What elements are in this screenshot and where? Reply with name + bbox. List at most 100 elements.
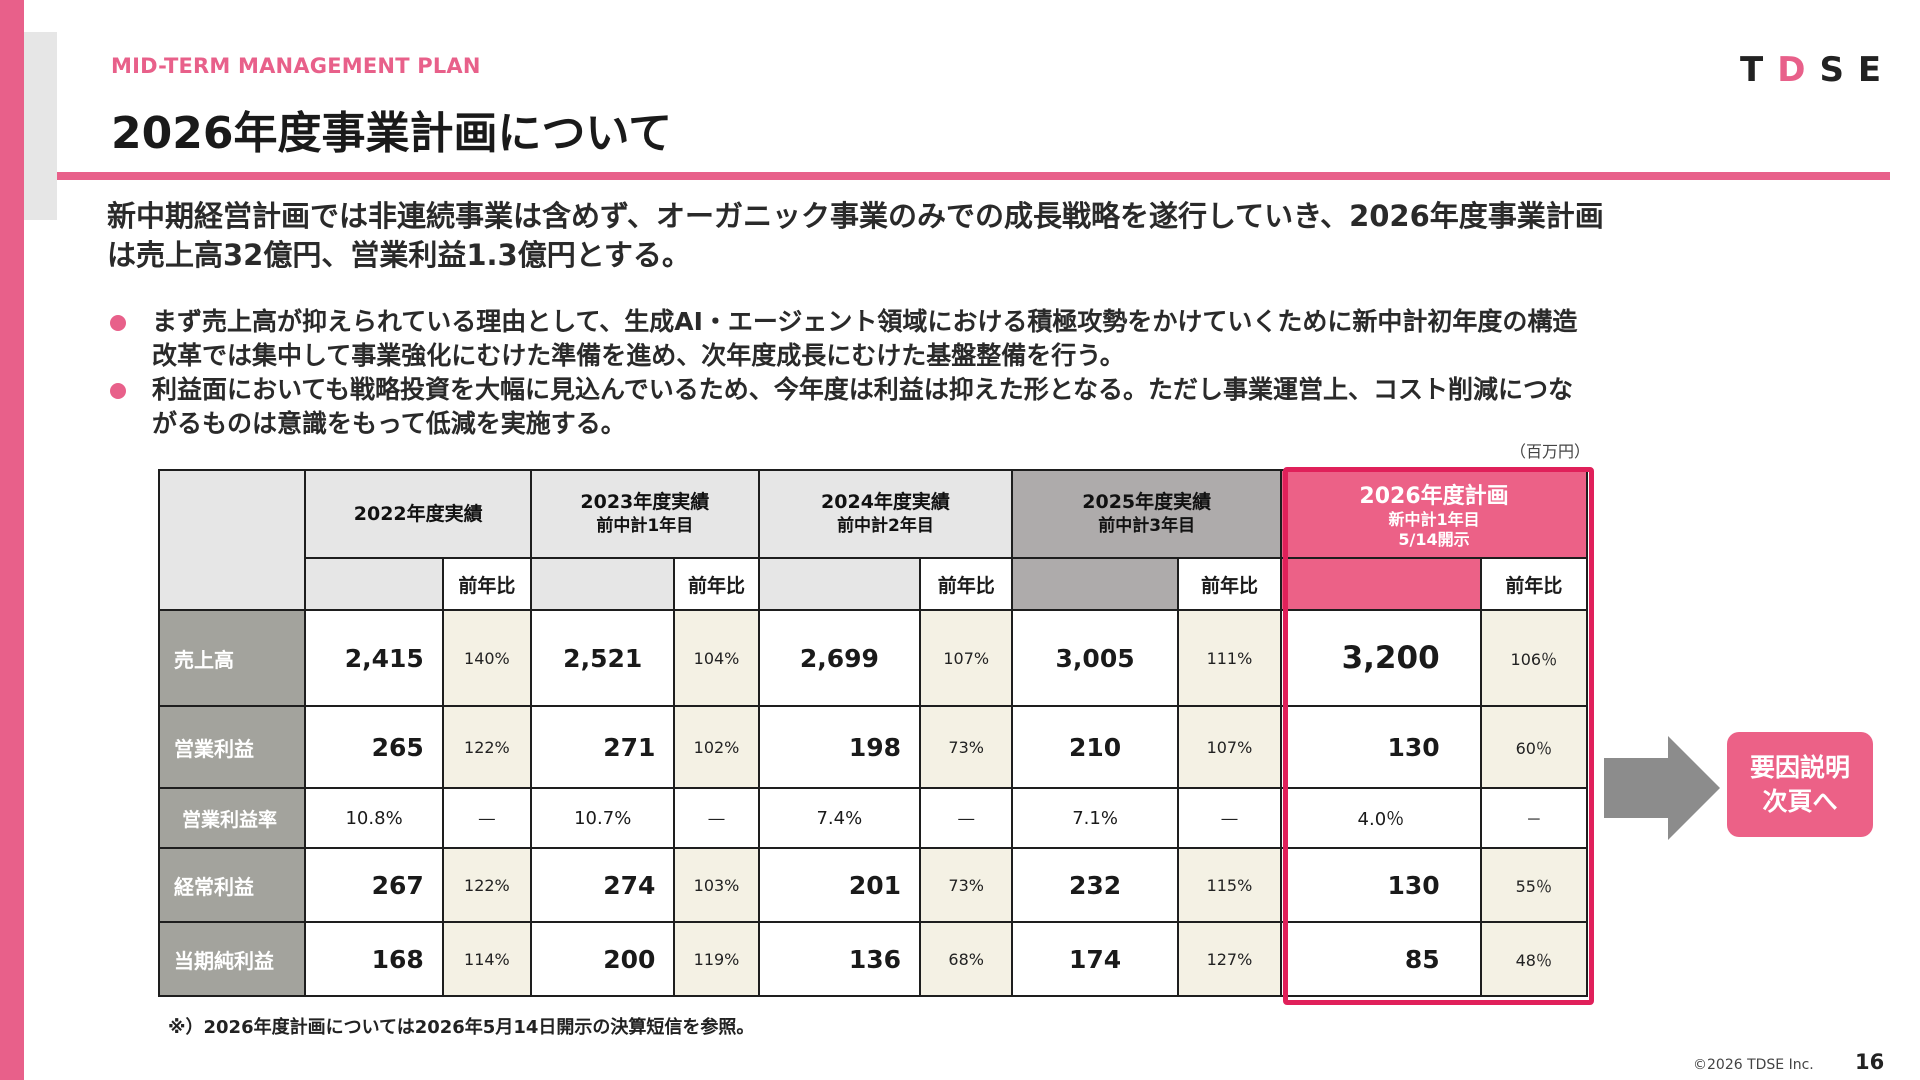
- table-row-ordinary-profit: 経常利益 267 122% 274 103% 201 73% 232 115% …: [157, 847, 1589, 923]
- yoy-cell: 102%: [673, 705, 760, 789]
- col-header-2022: 2022年度実績: [304, 469, 533, 559]
- row-label: 当期純利益: [157, 921, 307, 997]
- arrow-right-icon: [1604, 736, 1720, 840]
- table-subheader-row: 前年比 前年比 前年比 前年比 前年比: [159, 557, 1589, 611]
- table-row-operating-profit: 営業利益 265 122% 271 102% 198 73% 210 107% …: [157, 705, 1589, 789]
- yoy-cell: 106％: [1479, 609, 1589, 707]
- yoy-cell: 104%: [673, 609, 760, 707]
- value-cell: 200: [530, 921, 676, 997]
- logo-letter-accent: D: [1777, 50, 1820, 90]
- value-cell: 198: [757, 705, 922, 789]
- yoy-header: 前年比: [1479, 557, 1589, 611]
- col-header-2025: 2025年度実績 前中計3年目: [1011, 469, 1283, 559]
- col-header-2024: 2024年度実績 前中計2年目: [757, 469, 1014, 559]
- yoy-cell: 122%: [441, 847, 533, 923]
- lead-line-2: は売上高32億円、営業利益1.3億円とする。: [107, 238, 691, 272]
- yoy-cell: ―: [1176, 787, 1283, 849]
- bullet-item: まず売上高が抑えられている理由として、生成AI・エージェント領域における積極攻勢…: [107, 305, 1787, 373]
- bullet-dot-icon: [110, 315, 126, 331]
- row-label-margin: 営業利益率: [157, 787, 307, 849]
- value-cell-plan: 130: [1280, 847, 1482, 923]
- subheader-blank: [304, 557, 444, 611]
- footnote: ※）2026年度計画については2026年5月14日開示の決算短信を参照。: [168, 1017, 755, 1038]
- table-row-operating-margin: 営業利益率 10.8% ― 10.7% ― 7.4% ― 7.1% ― 4.0％…: [157, 787, 1589, 849]
- row-label: 営業利益: [157, 705, 307, 789]
- title-divider: [57, 172, 1890, 180]
- left-gray-block: [24, 32, 57, 220]
- value-cell: 201: [757, 847, 922, 923]
- yoy-header: 前年比: [919, 557, 1014, 611]
- yoy-cell: －: [1479, 787, 1589, 849]
- yoy-cell: ―: [673, 787, 760, 849]
- next-page-button[interactable]: 要因説明 次頁へ: [1727, 732, 1873, 837]
- value-cell: 2,415: [304, 609, 444, 707]
- unit-label: （百万円）: [1510, 442, 1591, 461]
- value-cell: 232: [1011, 847, 1179, 923]
- value-cell: 265: [304, 705, 444, 789]
- value-cell: 174: [1011, 921, 1179, 997]
- next-button-line2: 次頁へ: [1762, 786, 1838, 816]
- yoy-cell: 127%: [1176, 921, 1283, 997]
- yoy-cell: 48％: [1479, 921, 1589, 997]
- bullet-list: まず売上高が抑えられている理由として、生成AI・エージェント領域における積極攻勢…: [107, 305, 1787, 441]
- yoy-cell: 114%: [441, 921, 533, 997]
- yoy-cell: 55％: [1479, 847, 1589, 923]
- value-cell: 271: [530, 705, 676, 789]
- section-label: MID-TERM MANAGEMENT PLAN: [111, 54, 481, 78]
- value-cell-plan: 130: [1280, 705, 1482, 789]
- yoy-header: 前年比: [441, 557, 533, 611]
- yoy-cell: ―: [919, 787, 1014, 849]
- rate-cell: 10.7%: [530, 787, 676, 849]
- value-cell: 136: [757, 921, 922, 997]
- yoy-cell: 60％: [1479, 705, 1589, 789]
- yoy-cell: 119%: [673, 921, 760, 997]
- table-row-sales: 売上高 2,415 140% 2,521 104% 2,699 107% 3,0…: [157, 609, 1589, 707]
- value-cell: 2,699: [757, 609, 922, 707]
- yoy-cell: 68%: [919, 921, 1014, 997]
- row-label: 経常利益: [157, 847, 307, 923]
- col-header-2023: 2023年度実績 前中計1年目: [530, 469, 760, 559]
- subheader-blank: [1011, 557, 1179, 611]
- value-cell: 267: [304, 847, 444, 923]
- yoy-cell: 122%: [441, 705, 533, 789]
- yoy-cell: 73%: [919, 705, 1014, 789]
- table-row-net-income: 当期純利益 168 114% 200 119% 136 68% 174 127%…: [157, 921, 1589, 997]
- company-logo: TDSE: [1740, 50, 1895, 90]
- value-cell-plan: 85: [1280, 921, 1482, 997]
- logo-letters: SE: [1819, 50, 1896, 90]
- subheader-blank: [757, 557, 922, 611]
- bullet-dot-icon: [110, 383, 126, 399]
- copyright: ©2026 TDSE Inc.: [1693, 1057, 1814, 1073]
- value-cell: 2,521: [530, 609, 676, 707]
- yoy-cell: 107%: [919, 609, 1014, 707]
- logo-letter: T: [1740, 50, 1778, 90]
- yoy-cell: 111%: [1176, 609, 1283, 707]
- lead-paragraph: 新中期経営計画では非連続事業は含めず、オーガニック事業のみでの成長戦略を遂行して…: [107, 197, 1787, 275]
- rate-cell: 7.4%: [757, 787, 922, 849]
- col-header-2026-plan: 2026年度計画 新中計1年目 5/14開示: [1280, 469, 1588, 559]
- value-cell-plan: 3,200: [1280, 609, 1482, 707]
- table-header-row: 2022年度実績 2023年度実績 前中計1年目 2024年度実績 前中計2年目 2…: [157, 469, 1588, 611]
- bullet-line: 改革では集中して事業強化にむけた準備を進め、次年度成長にむけた基盤整備を行う。: [152, 341, 1125, 370]
- rate-cell: 4.0％: [1280, 787, 1482, 849]
- yoy-header: 前年比: [1176, 557, 1283, 611]
- row-label: 売上高: [157, 609, 307, 707]
- subheader-blank: [1280, 557, 1482, 611]
- table-corner: [157, 469, 307, 611]
- page-title: 2026年度事業計画について: [111, 108, 673, 159]
- yoy-cell: 107%: [1176, 705, 1283, 789]
- lead-line-1: 新中期経営計画では非連続事業は含めず、オーガニック事業のみでの成長戦略を遂行して…: [107, 199, 1604, 233]
- financial-plan-table: 2022年度実績 2023年度実績 前中計1年目 2024年度実績 前中計2年目 2…: [157, 469, 1589, 997]
- yoy-cell: 73%: [919, 847, 1014, 923]
- bullet-line: まず売上高が抑えられている理由として、生成AI・エージェント領域における積極攻勢…: [152, 307, 1578, 336]
- left-accent-bar: [0, 0, 24, 1080]
- yoy-cell: 103%: [673, 847, 760, 923]
- value-cell: 274: [530, 847, 676, 923]
- subheader-blank: [530, 557, 676, 611]
- value-cell: 3,005: [1011, 609, 1179, 707]
- yoy-header: 前年比: [673, 557, 760, 611]
- yoy-cell: 115%: [1176, 847, 1283, 923]
- bullet-line: 利益面においても戦略投資を大幅に見込んでいるため、今年度は利益は抑えた形となる。…: [152, 375, 1574, 404]
- bullet-line: がるものは意識をもって低減を実施する。: [152, 409, 626, 438]
- value-cell: 210: [1011, 705, 1179, 789]
